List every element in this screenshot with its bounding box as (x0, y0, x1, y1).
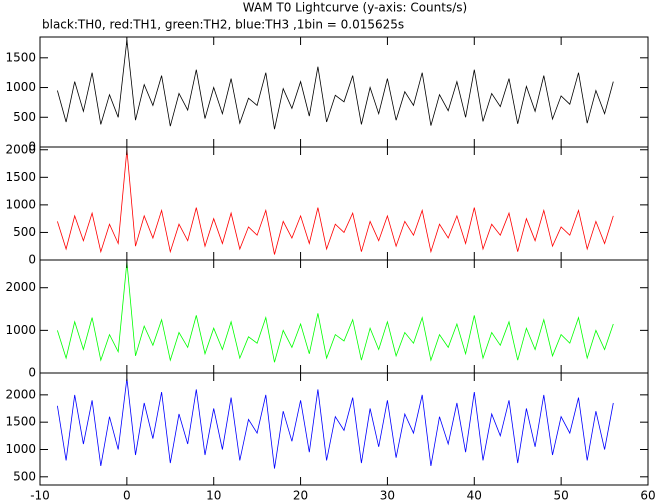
series-line (57, 262, 614, 363)
x-tick-label: 0 (123, 489, 131, 503)
x-tick-label: 30 (380, 489, 395, 503)
chart-title: WAM T0 Lightcurve (y-axis: Counts/s) (243, 1, 467, 15)
panel-frame (39, 372, 649, 486)
x-tick-label: 60 (640, 489, 655, 503)
x-tick-label: 50 (554, 489, 569, 503)
x-tick-label: 40 (467, 489, 482, 503)
y-tick-label: 500 (13, 110, 36, 124)
y-tick-label: 2000 (5, 280, 36, 294)
series-line (57, 149, 614, 255)
y-tick-label: 1500 (5, 50, 36, 64)
y-tick-label: 1500 (5, 415, 36, 429)
y-tick-label: 1000 (5, 442, 36, 456)
y-tick-label: 0 (28, 366, 36, 380)
y-tick-label: 500 (13, 469, 36, 483)
series-line (57, 378, 614, 469)
x-tick-label: 10 (206, 489, 221, 503)
panel-frame (39, 36, 649, 148)
x-tick-label: -10 (30, 489, 50, 503)
chart-subtitle: black:TH0, red:TH1, green:TH2, blue:TH3 … (42, 18, 404, 32)
x-tick-label: 20 (293, 489, 308, 503)
y-tick-label: 2000 (5, 387, 36, 401)
y-tick-label: 1500 (5, 170, 36, 184)
y-tick-label: 1000 (5, 80, 36, 94)
y-tick-label: 0 (28, 253, 36, 267)
y-tick-label: 1000 (5, 197, 36, 211)
y-tick-label: 500 (13, 225, 36, 239)
y-tick-label: 1000 (5, 323, 36, 337)
panel-frame (39, 259, 649, 374)
panel-frame (39, 146, 649, 261)
y-tick-label: 2000 (5, 142, 36, 156)
series-line (57, 39, 614, 130)
y-tick-label: 0 (28, 140, 36, 154)
